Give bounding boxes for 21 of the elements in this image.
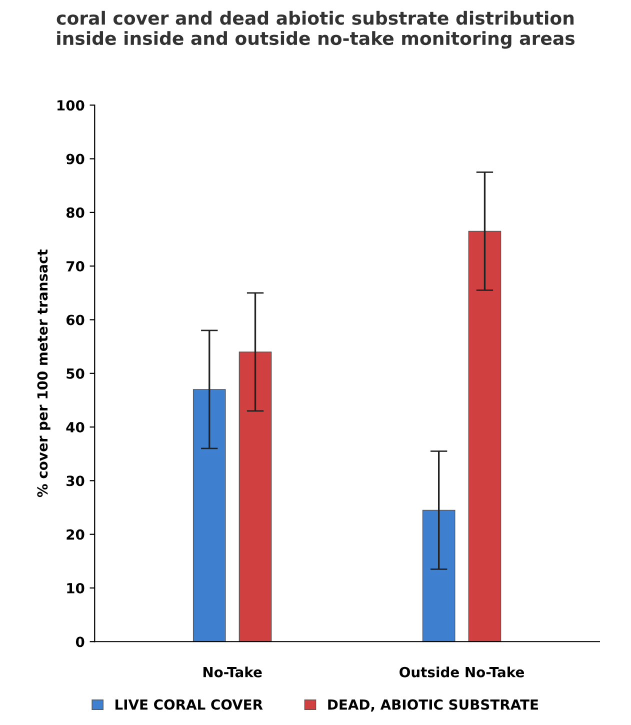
y-tick-label: 50	[66, 368, 84, 379]
y-tick-label: 20	[66, 529, 84, 540]
bar	[468, 230, 502, 642]
chart-title: coral cover and dead abiotic substrate distribution inside inside and outside no-take monitoring areas	[56, 10, 575, 49]
bar	[422, 510, 456, 642]
x-tick-label: Outside No-Take	[400, 666, 524, 678]
y-tick-label: 30	[66, 476, 84, 486]
legend-label: DEAD, ABIOTIC SUBSTRATE	[328, 699, 538, 712]
y-tick-label: 0	[76, 636, 84, 648]
y-tick-label: 60	[66, 314, 84, 326]
y-tick-label: 80	[66, 207, 84, 218]
y-tick-label: 10	[67, 582, 84, 594]
y-tick-label: 70	[66, 261, 84, 272]
y-tick-label: 100	[58, 100, 84, 111]
bar	[192, 389, 226, 642]
x-tick-label: No-Take	[203, 666, 262, 678]
y-axis-title: % cover per 100 meter transact	[37, 249, 50, 498]
y-tick-label: 40	[66, 422, 84, 432]
legend-label: LIVE CORAL COVER	[116, 699, 263, 710]
bar	[238, 352, 272, 642]
y-tick-label: 90	[66, 154, 84, 164]
